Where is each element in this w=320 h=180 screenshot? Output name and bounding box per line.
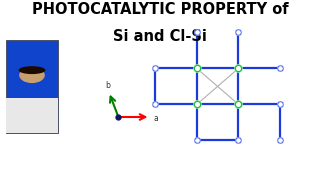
Point (194, 103, 199, 106)
Point (194, 67, 199, 70)
Point (153, 103, 158, 106)
Point (236, 103, 241, 106)
Point (277, 67, 283, 70)
Point (194, 31, 199, 34)
Point (153, 103, 158, 106)
Point (236, 67, 241, 70)
Point (277, 103, 283, 106)
Point (153, 67, 158, 70)
Text: Si and Cl-Si: Si and Cl-Si (113, 29, 207, 44)
Point (153, 67, 158, 70)
Point (194, 139, 199, 142)
Ellipse shape (19, 67, 45, 83)
Point (194, 31, 199, 34)
Point (236, 67, 241, 70)
Point (194, 103, 199, 106)
Point (277, 139, 283, 142)
Point (277, 67, 283, 70)
Text: PHOTOCATALYTIC PROPERTY of: PHOTOCATALYTIC PROPERTY of (32, 2, 288, 17)
Point (236, 31, 241, 34)
Point (236, 31, 241, 34)
Point (277, 103, 283, 106)
Point (236, 139, 241, 142)
Bar (6, 98, 58, 133)
Text: a: a (154, 114, 158, 123)
Bar (6, 40, 58, 133)
Text: b: b (105, 81, 110, 90)
Point (236, 139, 241, 142)
Point (236, 103, 241, 106)
Ellipse shape (19, 66, 45, 74)
Point (194, 139, 199, 142)
Point (194, 67, 199, 70)
Point (277, 139, 283, 142)
